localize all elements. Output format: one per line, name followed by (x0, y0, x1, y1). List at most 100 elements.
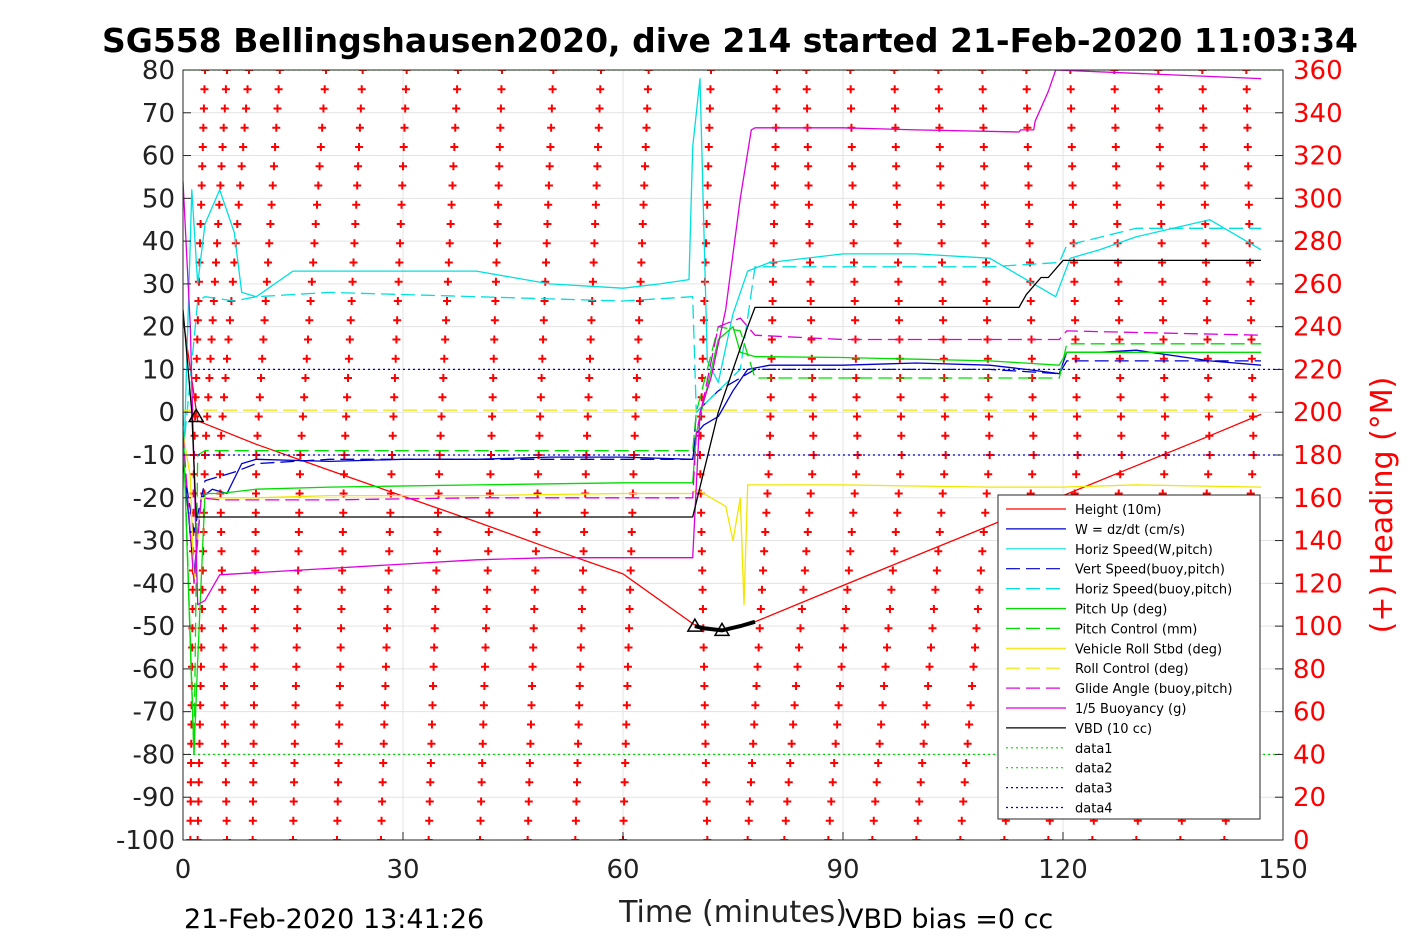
bottom-segment (694, 619, 756, 633)
heading-marker (698, 605, 707, 613)
heading-marker (937, 239, 946, 248)
heading-marker (292, 662, 301, 671)
heading-marker (805, 220, 814, 228)
heading-marker (848, 200, 857, 209)
y-right-tick-label: 200 (1293, 398, 1343, 428)
triangle-marker (713, 621, 731, 637)
heading-marker (485, 489, 494, 498)
heading-marker (296, 451, 305, 459)
y-tick-label: 70 (142, 99, 175, 129)
heading-marker (396, 239, 405, 248)
heading-marker (529, 624, 538, 633)
heading-marker (753, 662, 762, 671)
heading-marker (483, 566, 492, 575)
heading-marker (319, 104, 328, 113)
heading-marker (349, 258, 358, 267)
heading-marker (983, 316, 992, 325)
heading-marker (250, 682, 259, 690)
legend-label: Vert Speed(buoy,pitch) (1075, 563, 1225, 578)
heading-marker (444, 258, 453, 267)
heading-marker (197, 181, 206, 190)
heading-marker (453, 85, 462, 94)
heading-marker (1024, 181, 1033, 190)
heading-marker (641, 143, 650, 151)
heading-marker (636, 277, 645, 286)
heading-marker (972, 624, 981, 633)
heading-marker (378, 778, 387, 787)
heading-marker (221, 85, 230, 94)
y-right-tick-label: 140 (1293, 527, 1343, 557)
heading-marker (335, 720, 344, 729)
heading-marker (768, 316, 777, 325)
heading-marker (195, 720, 204, 729)
heading-marker (208, 316, 217, 325)
legend-label: data4 (1075, 802, 1113, 817)
heading-marker (971, 643, 979, 652)
heading-marker (770, 181, 779, 190)
heading-marker (891, 123, 900, 132)
heading-marker (307, 277, 316, 286)
y-right-tick-label: 120 (1293, 569, 1343, 599)
heading-marker (252, 470, 261, 479)
heading-marker (492, 258, 501, 267)
heading-marker (392, 335, 401, 344)
heading-marker (197, 200, 206, 209)
heading-marker (784, 778, 793, 787)
y-tick-label: -60 (133, 655, 175, 685)
heading-marker (1203, 316, 1212, 325)
heading-marker (700, 297, 709, 305)
heading-marker (301, 374, 310, 382)
heading-marker (1157, 239, 1166, 248)
heading-marker (337, 624, 346, 633)
heading-marker (1072, 374, 1081, 382)
heading-marker (767, 354, 776, 363)
heading-marker (768, 297, 777, 305)
heading-marker (476, 816, 485, 825)
heading-marker (534, 470, 543, 479)
heading-marker (239, 143, 248, 151)
legend-label: Vehicle Roll Stbd (deg) (1075, 642, 1222, 657)
heading-marker (449, 162, 458, 171)
heading-marker (853, 431, 862, 440)
heading-marker (1160, 393, 1169, 402)
heading-marker (424, 836, 433, 840)
heading-marker (250, 662, 259, 671)
heading-marker (576, 662, 585, 671)
heading-marker (387, 470, 396, 479)
heading-marker (1066, 85, 1075, 94)
heading-marker (1202, 297, 1211, 305)
heading-marker (454, 70, 462, 74)
heading-marker (936, 181, 945, 190)
heading-marker (223, 836, 231, 840)
heading-marker (479, 720, 488, 729)
heading-marker (199, 123, 208, 132)
heading-marker (542, 258, 550, 267)
heading-marker (402, 70, 411, 74)
heading-marker (697, 528, 706, 536)
heading-marker (808, 470, 817, 479)
heading-marker (623, 662, 632, 671)
heading-marker (927, 643, 935, 652)
heading-marker (805, 508, 814, 517)
heading-marker (265, 239, 274, 248)
heading-marker (963, 739, 972, 748)
heading-marker (1088, 836, 1097, 840)
heading-marker (489, 354, 498, 363)
heading-marker (524, 797, 533, 806)
heading-marker (401, 104, 410, 113)
heading-marker (1067, 143, 1076, 151)
heading-marker (572, 797, 581, 806)
heading-marker (632, 374, 641, 382)
y-right-tick-label: 320 (1293, 142, 1343, 172)
heading-marker (193, 335, 202, 344)
heading-marker (797, 605, 806, 613)
heading-marker (896, 393, 905, 402)
y-tick-label: -50 (133, 612, 175, 642)
heading-marker (846, 547, 855, 556)
heading-marker (541, 277, 550, 286)
heading-marker (891, 143, 900, 151)
heading-marker (872, 778, 881, 787)
heading-marker (940, 393, 949, 402)
y-tick-label: 60 (142, 142, 175, 172)
heading-marker (333, 797, 342, 806)
